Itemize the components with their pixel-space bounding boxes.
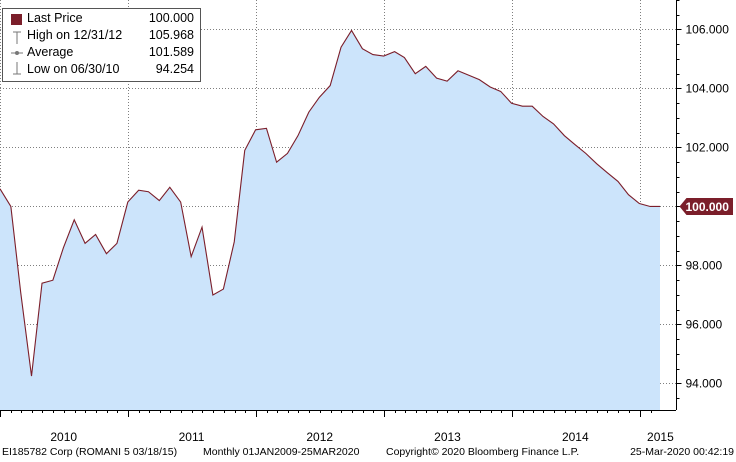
legend-value-low: 94.254 xyxy=(155,62,194,76)
last-price-swatch xyxy=(11,14,22,25)
legend-value-last-price: 100.000 xyxy=(148,11,194,25)
legend-value-average: 101.589 xyxy=(148,45,194,59)
legend-row-low: Low on 06/30/10 94.254 xyxy=(3,62,198,79)
legend-value-high: 105.968 xyxy=(148,28,194,42)
footer-timestamp: 25-Mar-2020 00:42:19 xyxy=(630,446,734,458)
legend-label-average: Average xyxy=(27,45,74,59)
footer-range: Monthly 01JAN2009-25MAR2020 xyxy=(203,446,360,458)
y-tick-label: 96.000 xyxy=(686,318,723,332)
y-tick-label: 94.000 xyxy=(686,377,723,391)
legend-row-last-price: Last Price 100.000 xyxy=(3,11,198,28)
price-line xyxy=(0,29,660,377)
footer-copyright: Copyright© 2020 Bloomberg Finance L.P. xyxy=(386,446,580,458)
y-tick-label: 104.000 xyxy=(686,82,730,96)
average-marker-icon xyxy=(11,51,23,55)
y-tick-label: 102.000 xyxy=(686,141,730,155)
x-tick-label: 2015 xyxy=(647,430,674,444)
legend-label-high: High on 12/31/12 xyxy=(27,28,123,42)
low-marker-icon xyxy=(13,62,21,75)
legend-label-last-price: Last Price xyxy=(27,11,83,25)
y-tick-label: 98.000 xyxy=(686,259,723,273)
legend-label-low: Low on 06/30/10 xyxy=(27,62,120,76)
last-value-badge: 100.000 xyxy=(679,198,733,215)
x-tick-label: 2013 xyxy=(434,430,461,444)
high-marker-icon xyxy=(13,31,21,44)
price-chart: 94.00096.00098.000102.000104.000106.000 … xyxy=(0,0,733,444)
x-tick-label: 2012 xyxy=(306,430,333,444)
y-ticks: 94.000 96.000 98.000 102.000 104.000 106.000 xyxy=(676,0,730,399)
legend-row-high: High on 12/31/12 105.968 xyxy=(3,28,198,45)
price-area xyxy=(0,30,660,410)
y-tick-label: 106.000 xyxy=(686,23,730,37)
footer-security: EI185782 Corp (ROMANI 5 03/18/15) xyxy=(2,446,178,458)
last-value-badge-text: 100.000 xyxy=(686,200,730,214)
last-value-badge-shape xyxy=(679,198,733,215)
x-tick-label: 2010 xyxy=(50,430,77,444)
x-tick-label: 2014 xyxy=(562,430,589,444)
footer-bar: EI185782 Corp (ROMANI 5 03/18/15) Monthl… xyxy=(0,444,736,462)
x-tick-label: 2011 xyxy=(179,430,205,444)
legend: Last Price 100.000 High on 12/31/12 105.… xyxy=(2,8,201,82)
legend-row-average: Average 101.589 xyxy=(3,45,198,62)
x-ticks: 2010 2011 2012 2013 2014 2015 xyxy=(0,410,674,444)
